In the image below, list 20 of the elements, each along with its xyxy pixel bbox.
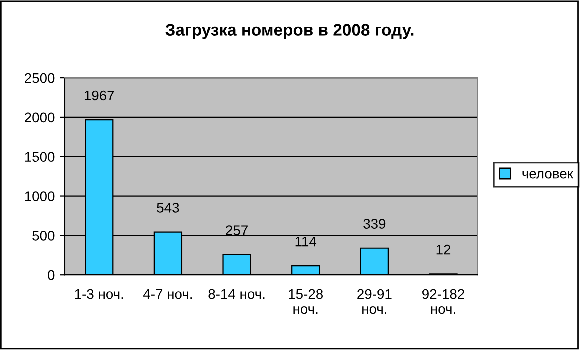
x-tick-label: 1-3 ноч. <box>75 289 124 300</box>
y-tick-label: 1500 <box>25 152 55 162</box>
data-label: 543 <box>157 203 180 213</box>
chart-title: Загрузка номеров в 2008 году. <box>166 24 414 40</box>
y-tick-label: 500 <box>32 231 55 241</box>
data-label: 12 <box>436 244 451 255</box>
data-label: 114 <box>296 237 317 247</box>
data-label: 1967 <box>84 90 114 101</box>
x-tick-label: 8-14 ноч. <box>208 289 265 300</box>
x-tick-label: 92-182 ноч. <box>422 289 464 314</box>
y-tick-label: 2500 <box>25 73 55 84</box>
y-tick-label: 0 <box>48 270 55 280</box>
legend-label: человек <box>522 171 574 179</box>
data-label: 339 <box>364 219 386 229</box>
data-label: 257 <box>226 226 248 236</box>
y-tick-label: 1000 <box>25 192 55 202</box>
x-tick-label: 15-28 ноч. <box>289 289 324 314</box>
x-tick-label: 29-91 ноч. <box>358 289 392 314</box>
x-tick-label: 4-7 ноч. <box>143 290 192 300</box>
y-tick-label: 2000 <box>25 112 55 123</box>
